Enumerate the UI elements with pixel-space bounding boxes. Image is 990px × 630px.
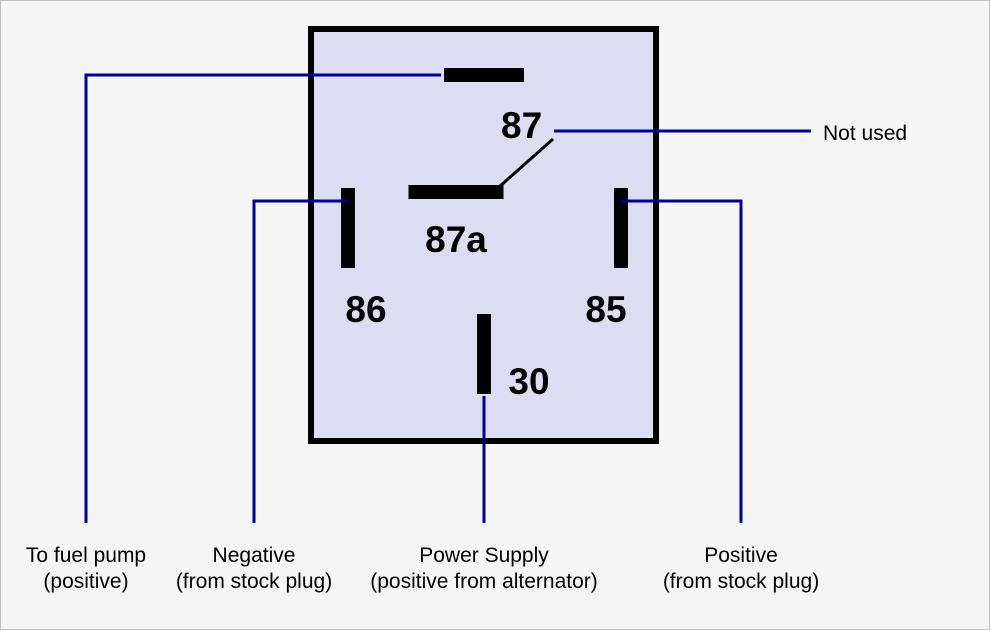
pin-87a [409, 185, 504, 199]
pin-87-label: 87 [501, 103, 542, 149]
caption-negative-line1: Negative [213, 544, 296, 567]
pin-87a-label: 87a [425, 217, 487, 263]
diagram-svg [1, 1, 990, 630]
caption-fuel-pump-line2: (positive) [43, 570, 128, 593]
pin-85-label: 85 [585, 287, 626, 333]
caption-positive-line1: Positive [704, 544, 778, 567]
caption-positive: Positive (from stock plug) [663, 543, 819, 596]
caption-fuel-pump-line1: To fuel pump [26, 544, 146, 567]
caption-fuel-pump: To fuel pump (positive) [26, 543, 146, 596]
caption-negative-line2: (from stock plug) [176, 570, 332, 593]
caption-not-used: Not used [823, 121, 907, 147]
pin-86-label: 86 [345, 287, 386, 333]
caption-power-line1: Power Supply [419, 544, 549, 567]
pin-87 [444, 68, 524, 82]
caption-power-line2: (positive from alternator) [370, 570, 598, 593]
caption-negative: Negative (from stock plug) [176, 543, 332, 596]
diagram-canvas: 87 87a 86 85 30 To fuel pump (positive) … [0, 0, 990, 630]
caption-power-supply: Power Supply (positive from alternator) [370, 543, 598, 596]
pin-30 [477, 314, 491, 394]
pin-30-label: 30 [508, 359, 549, 405]
caption-positive-line2: (from stock plug) [663, 570, 819, 593]
